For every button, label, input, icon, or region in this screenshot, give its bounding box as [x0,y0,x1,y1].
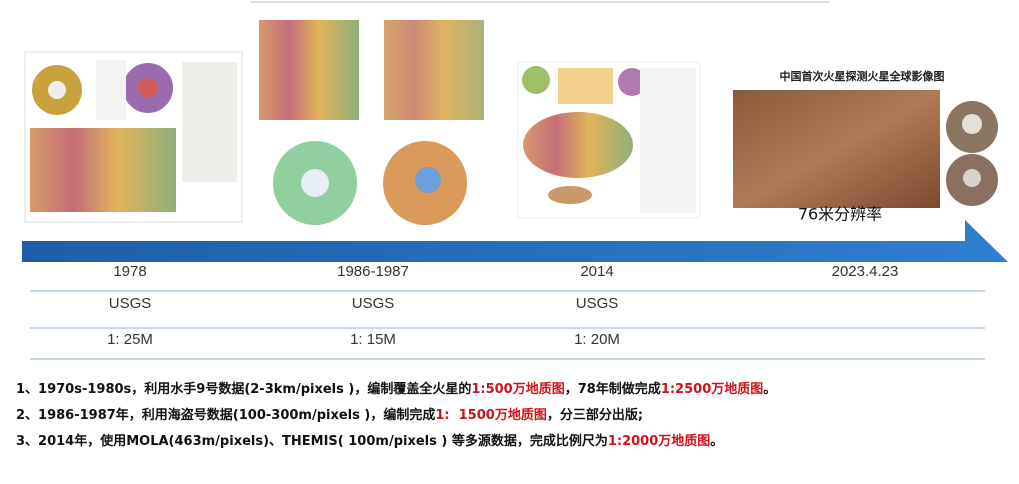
note-segment: 。 [710,434,724,449]
note-line: 3、2014年，使用MOLA(463m/pixels)、THEMIS( 100m… [16,430,723,449]
map-caption: 76米分辨率 [798,205,882,224]
timeline-scale: 1: 20M [574,331,620,348]
note-segment: 1:2500万地质图 [660,382,764,397]
maps-1986 [259,20,484,225]
timeline-agency: USGS [109,295,152,312]
map-title: 中国首次火星探测火星全球影像图 [780,69,945,83]
timeline-date: 2014 [580,263,613,280]
timeline-agency: USGS [576,295,619,312]
timeline-scale: 1: 15M [350,331,396,348]
timeline-agency: USGS [352,295,395,312]
note-segment: 。 [763,382,777,397]
note-segment: 1、1970s-1980s，利用水手9号数据(2-3km/pixels )，编制… [16,382,472,397]
note-segment: 1: 1500万地质图 [435,408,547,423]
note-segment: ，78年制做完成 [564,382,661,397]
map-2023: 中国首次火星探测火星全球影像图 76米分辨率 [733,69,998,224]
timeline-scale: 1: 25M [107,331,153,348]
timeline-arrow [22,220,1008,262]
timeline-date: 1986-1987 [337,263,409,280]
note-segment: 2、1986-1987年，利用海盗号数据(100-300m/pixels )，编… [16,408,436,423]
note-line: 1、1970s-1980s，利用水手9号数据(2-3km/pixels )，编制… [16,378,776,397]
note-segment: 1:500万地质图 [471,382,565,397]
timeline-date: 2023.4.23 [832,263,899,280]
timeline-date: 1978 [113,263,146,280]
note-segment: ，分三部分出版; [546,408,644,423]
note-line: 2、1986-1987年，利用海盗号数据(100-300m/pixels )，编… [16,404,643,423]
note-segment: 1:2000万地质图 [607,434,711,449]
timeline-labels: 1978 USGS 1: 25M 1986-1987 USGS 1: 15M 2014 USG… [107,263,898,348]
map-2014 [517,61,701,219]
note-segment: 3、2014年，使用MOLA(463m/pixels)、THEMIS( 100m… [16,434,608,449]
map-1978 [24,51,243,223]
